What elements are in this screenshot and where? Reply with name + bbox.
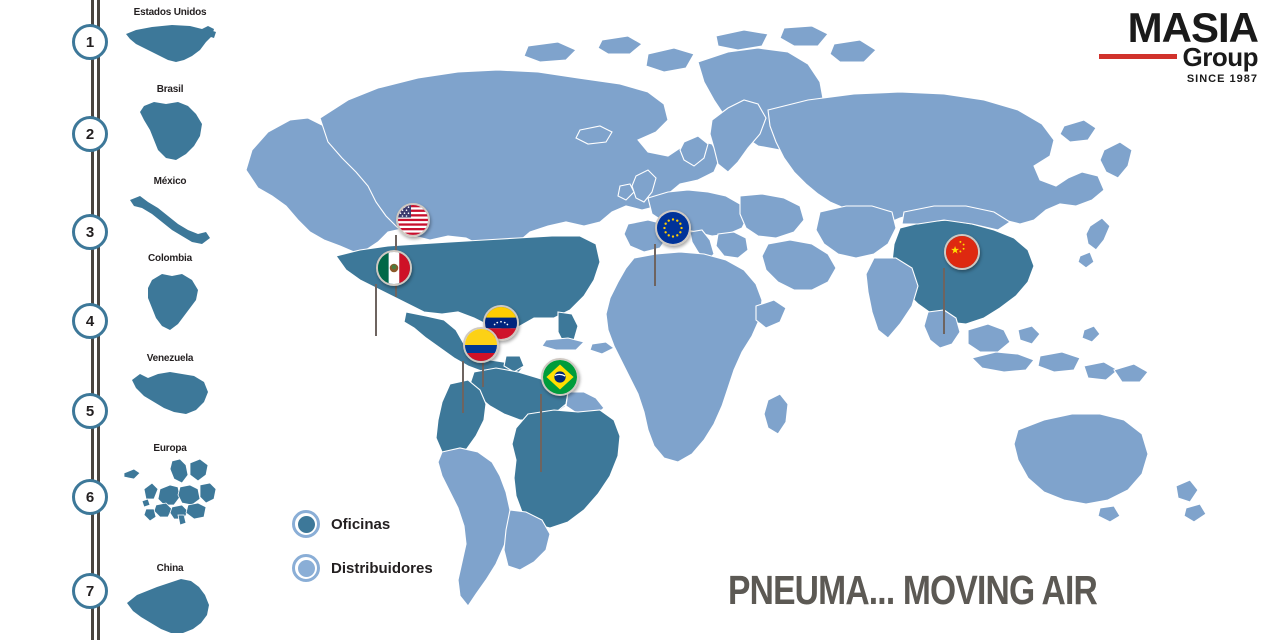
flag-icon-us xyxy=(396,203,430,237)
logo-since-text: SINCE 1987 xyxy=(1186,72,1258,85)
logo-group-text: Group xyxy=(1182,41,1259,72)
flag-icon-cn xyxy=(944,234,980,270)
sidebar-node-4[interactable]: 4 xyxy=(72,303,108,339)
legend-item-distribuidores: Distribuidores xyxy=(292,554,433,582)
sidebar-label-5: Venezuela xyxy=(146,353,194,364)
tagline: PNEUMA... MOVING AIR xyxy=(728,567,1098,613)
logo-brand-text: MASIA xyxy=(1127,4,1259,51)
map-legend: Oficinas Distribuidores xyxy=(292,510,433,598)
sidebar-shape-united-states xyxy=(110,20,230,70)
pin-stem xyxy=(943,268,945,334)
pin-stem xyxy=(654,244,656,286)
pin-stem xyxy=(482,339,484,387)
country-timeline-sidebar: Estados Unidos 1 Brasil 2 México 3 Colom… xyxy=(0,0,228,640)
sidebar-label-4: Colombia xyxy=(148,253,192,264)
pin-stem xyxy=(375,284,377,336)
sidebar-label-7: China xyxy=(156,563,184,574)
sidebar-node-2[interactable]: 2 xyxy=(72,116,108,152)
legend-item-oficinas: Oficinas xyxy=(292,510,433,538)
legend-label-oficinas: Oficinas xyxy=(331,515,391,533)
sidebar-node-5[interactable]: 5 xyxy=(72,393,108,429)
sidebar-shape-colombia xyxy=(110,268,230,336)
sidebar-node-7[interactable]: 7 xyxy=(72,573,108,609)
flag-icon-br xyxy=(541,358,579,396)
flag-icon-eu xyxy=(655,210,691,246)
sidebar-shape-china xyxy=(110,575,230,637)
flag-icon-mx xyxy=(376,250,412,286)
pin-stem xyxy=(462,361,464,413)
sidebar-label-6: Europa xyxy=(153,443,187,454)
sidebar-node-1[interactable]: 1 xyxy=(72,24,108,60)
sidebar-shape-europe xyxy=(110,455,230,527)
sidebar-node-3[interactable]: 3 xyxy=(72,214,108,250)
sidebar-label-2: Brasil xyxy=(156,84,184,95)
pin-stem xyxy=(540,394,542,472)
masia-group-logo: MASIA Group SINCE 1987 xyxy=(1098,4,1259,85)
legend-label-distribuidores: Distribuidores xyxy=(331,559,433,577)
world-map: .land { fill:#7fa3cc; stroke:#ffffff; st… xyxy=(228,0,1280,640)
sidebar-shape-mexico xyxy=(110,190,230,250)
sidebar-shape-brazil xyxy=(110,98,230,164)
flag-icon-co xyxy=(463,327,499,363)
sidebar-label-1: Estados Unidos xyxy=(133,7,207,18)
sidebar-label-3: México xyxy=(153,176,187,187)
legend-dot-distribuidores-icon xyxy=(292,554,320,582)
sidebar-shape-venezuela xyxy=(110,366,230,422)
legend-dot-oficinas-icon xyxy=(292,510,320,538)
flag-icon-ve xyxy=(483,305,519,341)
sidebar-node-6[interactable]: 6 xyxy=(72,479,108,515)
logo-accent-bar xyxy=(1098,54,1177,60)
